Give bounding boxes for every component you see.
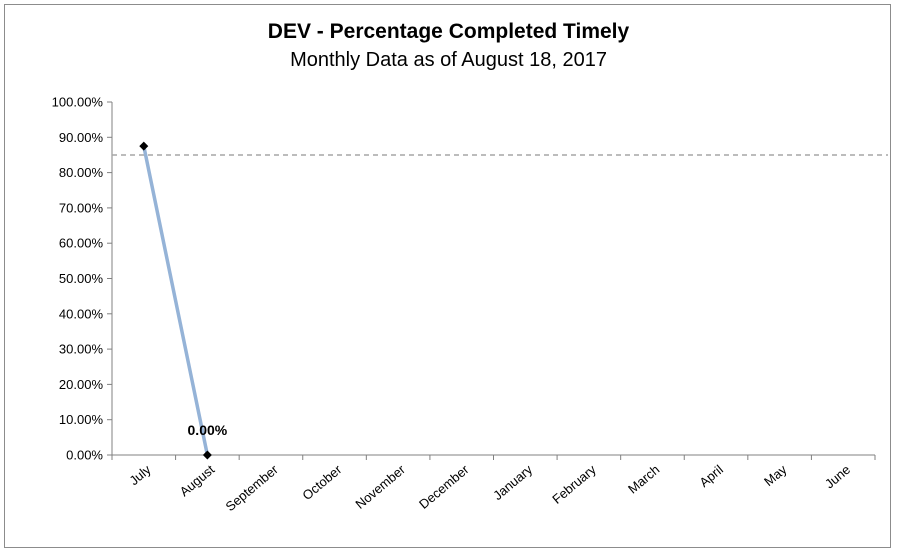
data-label: 0.00%	[188, 422, 228, 438]
y-tick-label: 80.00%	[59, 165, 104, 180]
chart-title: DEV - Percentage Completed Timely	[267, 20, 630, 43]
y-tick-label: 40.00%	[59, 306, 104, 321]
x-tick-label: July	[126, 461, 154, 488]
chart-subtitle: Monthly Data as of August 18, 2017	[290, 49, 607, 71]
y-tick-label: 0.00%	[66, 448, 103, 463]
x-tick-label: May	[761, 461, 790, 489]
x-tick-label: August	[177, 462, 218, 500]
data-point-marker	[202, 450, 212, 460]
y-tick-label: 20.00%	[59, 377, 104, 392]
x-tick-label: October	[299, 461, 345, 503]
x-tick-label: November	[352, 461, 408, 511]
x-tick-label: June	[822, 462, 853, 492]
y-tick-label: 70.00%	[59, 200, 104, 215]
y-tick-label: 100.00%	[52, 95, 104, 110]
x-tick-label: February	[549, 461, 599, 506]
chart-frame	[4, 4, 891, 548]
y-tick-label: 10.00%	[59, 412, 104, 427]
y-tick-label: 60.00%	[59, 236, 104, 251]
x-tick-label: September	[223, 461, 282, 514]
x-tick-label: January	[490, 461, 535, 503]
series-line	[142, 144, 210, 457]
y-tick-label: 30.00%	[59, 342, 104, 357]
x-tick-label: December	[416, 461, 472, 511]
y-tick-label: 90.00%	[59, 130, 104, 145]
y-tick-label: 50.00%	[59, 271, 104, 286]
data-point-marker	[139, 141, 149, 151]
x-tick-label: March	[625, 462, 662, 497]
x-tick-label: April	[696, 462, 726, 490]
